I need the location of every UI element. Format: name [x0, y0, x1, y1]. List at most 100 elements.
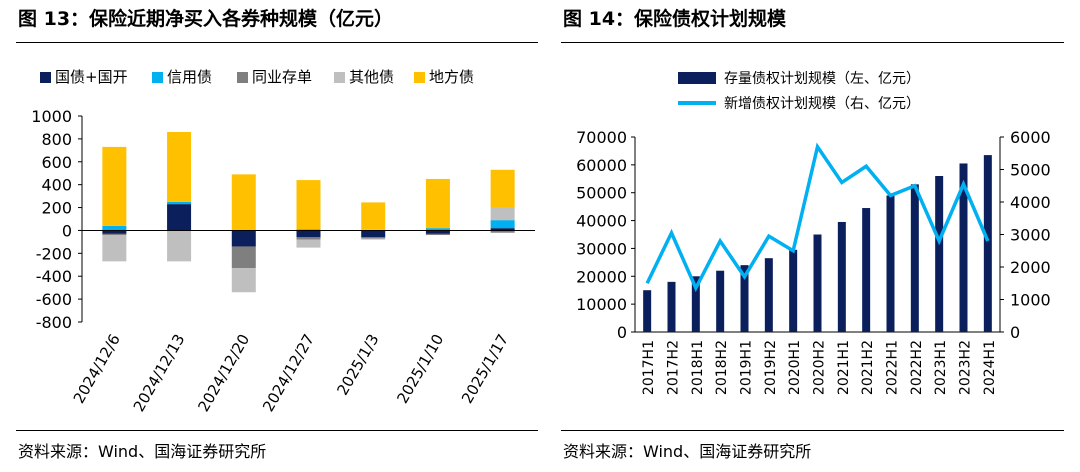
- bar-segment: [102, 235, 127, 262]
- left-title-divider: [16, 42, 538, 43]
- left-y-tick-label: 20000: [576, 267, 627, 286]
- bar-segment: [102, 146, 127, 226]
- bar-segment: [490, 207, 515, 221]
- bar: [667, 281, 676, 332]
- right-y-tick-label: 0: [1010, 323, 1020, 342]
- bar: [910, 184, 919, 332]
- x-tick-label: 2024H1: [982, 340, 998, 395]
- x-tick-label: 2017H2: [666, 340, 682, 395]
- y-tick-label: 200: [41, 199, 72, 218]
- bar-segment: [361, 230, 386, 238]
- bar-segment: [296, 229, 321, 231]
- bar: [983, 155, 992, 332]
- bar-segment: [296, 230, 321, 238]
- bar: [691, 276, 700, 332]
- legend-label-3: 其他债: [349, 68, 394, 86]
- bar-segment: [490, 169, 515, 208]
- left-source-divider: [16, 430, 538, 431]
- right-y-tick-label: 5000: [1010, 161, 1051, 180]
- bar-segment: [167, 204, 192, 231]
- x-tick-label: 2017H1: [641, 340, 657, 395]
- y-tick-label: 800: [41, 130, 72, 149]
- right-source-divider: [561, 430, 1064, 431]
- left-y-tick-label: 0: [617, 323, 627, 342]
- x-tick-label: 2021H2: [860, 340, 876, 395]
- bar-segment: [361, 202, 386, 230]
- bar: [789, 249, 798, 332]
- bar: [959, 163, 968, 332]
- bar-segment: [296, 180, 321, 230]
- left-y-tick-label: 50000: [576, 184, 627, 203]
- legend-label-1: 信用债: [167, 68, 212, 86]
- left-y-tick-label: 30000: [576, 239, 627, 258]
- bar-segment: [102, 233, 127, 236]
- left-y-tick-label: 70000: [576, 128, 627, 147]
- x-tick-label: 2018H2: [714, 340, 730, 395]
- bar-segment: [167, 201, 192, 205]
- bar: [935, 176, 944, 332]
- y-tick-label: -200: [36, 244, 72, 263]
- right-title-divider: [561, 42, 1064, 43]
- bar-segment: [425, 233, 450, 236]
- x-tick-label: 2018H1: [690, 340, 706, 395]
- bar-segment: [231, 230, 256, 247]
- y-tick-label: 1000: [31, 107, 72, 126]
- bar: [643, 290, 652, 332]
- bar-segment: [490, 220, 515, 229]
- right-source-note: 资料来源：Wind、国海证券研究所: [563, 442, 812, 461]
- bar-segment: [425, 228, 450, 231]
- bar-segment: [102, 225, 127, 231]
- legend-label-2: 同业存单: [252, 68, 312, 86]
- right-y-tick-label: 4000: [1010, 193, 1051, 212]
- x-tick-label: 2020H1: [787, 340, 803, 395]
- right-y-tick-label: 3000: [1010, 226, 1051, 245]
- legend-swatch-bar: [678, 72, 716, 84]
- y-tick-label: -400: [36, 267, 72, 286]
- bar-segment: [296, 239, 321, 248]
- bar-line-combo-chart: 存量债权计划规模（左、亿元）新增债权计划规模（右、亿元）010000200003…: [576, 71, 1051, 395]
- right-y-tick-label: 2000: [1010, 258, 1051, 277]
- bar: [764, 258, 773, 332]
- y-tick-label: -600: [36, 290, 72, 309]
- bar: [813, 234, 822, 332]
- left-chart-title: 图 13：保险近期净买入各券种规模（亿元）: [18, 8, 394, 30]
- bar: [716, 270, 725, 332]
- x-tick-label: 2020H2: [812, 340, 828, 395]
- right-chart-title: 图 14：保险债权计划规模: [563, 8, 787, 30]
- x-tick-label: 2023H1: [933, 340, 949, 395]
- bar-segment: [361, 237, 386, 239]
- legend-swatch-2: [237, 72, 248, 83]
- left-source-note: 资料来源：Wind、国海证券研究所: [18, 442, 267, 461]
- legend-swatch-1: [152, 72, 163, 83]
- x-tick-label: 2023H2: [958, 340, 974, 395]
- bar-segment: [231, 268, 256, 293]
- y-tick-label: 400: [41, 176, 72, 195]
- bar: [740, 265, 749, 332]
- bar-segment: [296, 237, 321, 240]
- bar: [862, 208, 871, 332]
- bar-segment: [490, 230, 515, 233]
- bar-segment: [231, 174, 256, 231]
- left-y-tick-label: 40000: [576, 212, 627, 231]
- bar-segment: [102, 230, 127, 234]
- bar: [837, 221, 846, 332]
- bar-segment: [167, 132, 192, 202]
- x-tick-label: 2021H1: [836, 340, 852, 395]
- legend-label-4: 地方债: [429, 68, 474, 86]
- legend-swatch-0: [40, 72, 51, 83]
- right-y-tick-label: 1000: [1010, 291, 1051, 310]
- right-y-tick-label: 6000: [1010, 128, 1051, 147]
- y-tick-label: -800: [36, 313, 72, 332]
- legend-label-line: 新增债权计划规模（右、亿元）: [724, 96, 920, 112]
- y-tick-label: 600: [41, 153, 72, 172]
- x-tick-label: 2022H2: [909, 340, 925, 395]
- bar-segment: [167, 230, 192, 262]
- bar-segment: [425, 178, 450, 229]
- bar-segment: [361, 238, 386, 240]
- bar-segment: [231, 246, 256, 269]
- x-tick-label: 2019H2: [763, 340, 779, 395]
- legend-label-0: 国债+国开: [55, 68, 128, 86]
- legend-swatch-3: [334, 72, 345, 83]
- bar-segment: [425, 230, 450, 234]
- line-series: [645, 142, 990, 293]
